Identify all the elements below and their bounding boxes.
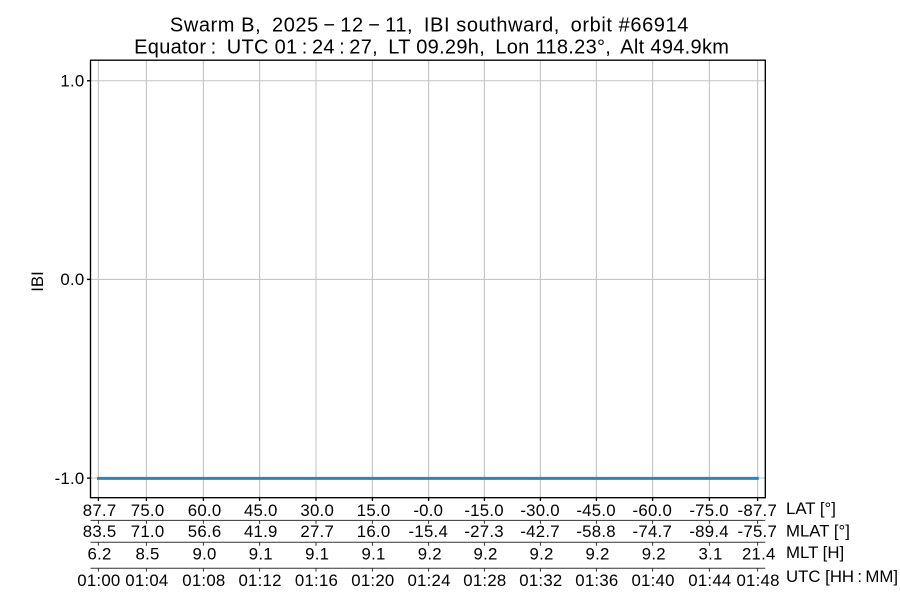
svg-text:UTC [HH : MM]: UTC [HH : MM] [786,567,898,586]
svg-text:9.1: 9.1 [305,545,329,564]
svg-text:15.0: 15.0 [357,501,391,520]
svg-text:83.5: 83.5 [83,522,117,541]
svg-text:30.0: 30.0 [300,501,334,520]
svg-text:3.1: 3.1 [699,545,723,564]
svg-text:01:36: 01:36 [575,571,618,590]
svg-text:-1.0: -1.0 [55,469,85,488]
svg-text:21.4: 21.4 [742,545,776,564]
svg-text:27.7: 27.7 [300,522,334,541]
svg-text:1.0: 1.0 [60,72,84,91]
svg-text:MLT [H]: MLT [H] [786,543,844,562]
svg-text:-74.7: -74.7 [633,522,673,541]
svg-text:-27.3: -27.3 [464,522,504,541]
svg-text:9.2: 9.2 [530,545,554,564]
svg-text:01:28: 01:28 [463,571,506,590]
svg-text:01:00: 01:00 [77,571,120,590]
svg-text:87.7: 87.7 [83,501,117,520]
svg-text:01:48: 01:48 [736,571,779,590]
svg-text:56.6: 56.6 [188,522,222,541]
svg-text:01:12: 01:12 [238,571,281,590]
svg-text:16.0: 16.0 [357,522,391,541]
svg-text:45.0: 45.0 [244,501,278,520]
svg-text:-75.7: -75.7 [738,522,778,541]
svg-text:-30.0: -30.0 [520,501,560,520]
svg-text:01:08: 01:08 [182,571,225,590]
svg-text:-42.7: -42.7 [520,522,560,541]
svg-text:-75.0: -75.0 [689,501,729,520]
svg-text:41.9: 41.9 [244,522,278,541]
svg-text:71.0: 71.0 [131,522,165,541]
svg-text:01:04: 01:04 [125,571,168,590]
svg-text:0.0: 0.0 [60,270,84,289]
svg-text:MLAT [°]: MLAT [°] [786,521,850,540]
svg-text:9.2: 9.2 [586,545,610,564]
svg-text:01:24: 01:24 [407,571,450,590]
svg-text:9.2: 9.2 [474,545,498,564]
svg-text:-15.0: -15.0 [464,501,504,520]
svg-text:-87.7: -87.7 [738,501,778,520]
svg-text:01:40: 01:40 [631,571,674,590]
svg-text:-60.0: -60.0 [633,501,673,520]
svg-text:-58.8: -58.8 [576,522,616,541]
svg-text:60.0: 60.0 [188,501,222,520]
svg-text:-0.0: -0.0 [413,501,443,520]
svg-text:IBI: IBI [28,271,47,292]
svg-text:9.0: 9.0 [193,545,217,564]
svg-text:9.1: 9.1 [249,545,273,564]
svg-text:01:16: 01:16 [295,571,338,590]
svg-text:Equator : UTC 01 : 24 : 27,: Equator : UTC 01 : 24 : 27, LT 09.29h, L… [134,36,729,58]
svg-text:75.0: 75.0 [131,501,165,520]
svg-text:01:44: 01:44 [688,571,731,590]
svg-text:6.2: 6.2 [88,545,112,564]
svg-text:LAT [°]: LAT [°] [786,499,836,518]
svg-text:8.5: 8.5 [136,545,160,564]
svg-text:-45.0: -45.0 [576,501,616,520]
svg-text:-89.4: -89.4 [689,522,729,541]
svg-text:01:20: 01:20 [351,571,394,590]
svg-text:-15.4: -15.4 [409,522,449,541]
svg-text:Swarm B, 2025 − 12 − 11, IBI: Swarm B, 2025 − 12 − 11, IBI southward, … [170,15,689,37]
svg-text:9.1: 9.1 [362,545,386,564]
svg-text:9.2: 9.2 [642,545,666,564]
svg-text:9.2: 9.2 [418,545,442,564]
svg-text:01:32: 01:32 [519,571,562,590]
